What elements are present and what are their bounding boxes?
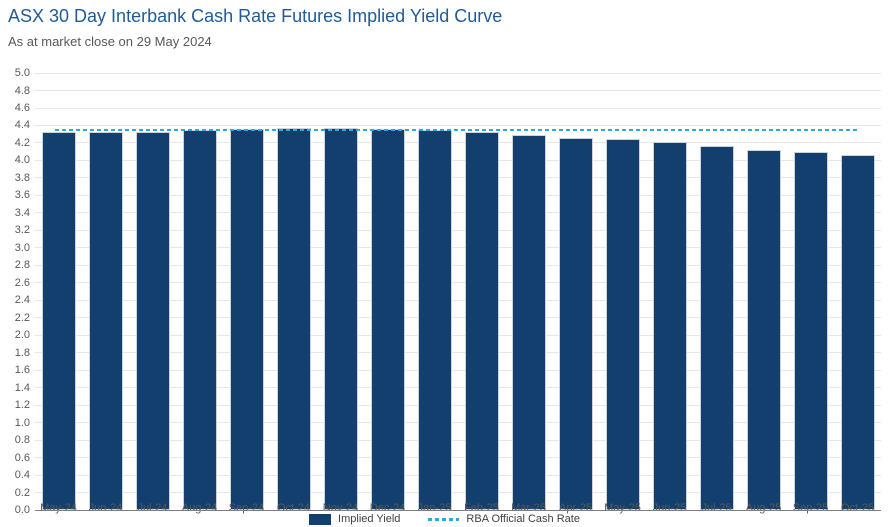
x-axis-tick-label: Jul-25 bbox=[701, 502, 732, 514]
x-axis-tick-label: Oct-24 bbox=[276, 502, 310, 514]
x-axis-line bbox=[35, 509, 881, 511]
legend: Implied Yield RBA Official Cash Rate bbox=[0, 513, 889, 525]
x-axis-tick-label: Feb-25 bbox=[464, 502, 499, 514]
bar-apr-25 bbox=[558, 138, 593, 510]
bar-aug-24 bbox=[182, 130, 217, 510]
x-axis-tick-label: Jun-24 bbox=[88, 502, 123, 514]
y-axis-tick-label: 0.2 bbox=[14, 486, 30, 499]
legend-label-rba-cash-rate: RBA Official Cash Rate bbox=[466, 513, 580, 525]
y-axis-tick-label: 2.6 bbox=[14, 276, 30, 289]
x-axis-tick-label: Jul-24 bbox=[137, 502, 168, 514]
gridline bbox=[35, 159, 881, 161]
gridline bbox=[35, 299, 881, 301]
bar-may-24 bbox=[41, 132, 76, 510]
gridline bbox=[35, 142, 881, 144]
x-axis-tick-label: Dec-24 bbox=[369, 502, 406, 514]
gridline bbox=[35, 369, 881, 371]
y-axis-tick-label: 4.6 bbox=[14, 102, 30, 114]
gridline bbox=[35, 282, 881, 284]
y-axis-tick-label: 0.0 bbox=[14, 504, 30, 516]
bar-nov-24 bbox=[323, 128, 358, 510]
y-axis-tick-label: 2.4 bbox=[14, 294, 30, 307]
y-axis-tick-label: 4.4 bbox=[14, 119, 30, 132]
y-axis-tick-label: 0.4 bbox=[14, 469, 30, 481]
legend-label-implied-yield: Implied Yield bbox=[338, 513, 401, 525]
x-axis-tick-label: Apr-25 bbox=[558, 502, 593, 514]
x-axis-tick-label: Oct-25 bbox=[840, 502, 874, 514]
y-axis-tick-label: 3.0 bbox=[14, 241, 30, 254]
chart-subtitle: As at market close on 29 May 2024 bbox=[8, 34, 212, 49]
rba-official-cash-rate-line bbox=[54, 128, 858, 131]
gridline bbox=[35, 474, 881, 476]
y-axis-tick-label: 5.0 bbox=[14, 67, 30, 79]
bar-feb-25 bbox=[464, 132, 499, 510]
y-axis-tick-label: 4.8 bbox=[14, 84, 30, 97]
bar-jun-24 bbox=[88, 132, 123, 510]
y-axis-tick-label: 3.6 bbox=[14, 189, 30, 202]
bar-jul-25 bbox=[699, 146, 734, 510]
x-axis-tick-label: Aug-24 bbox=[181, 502, 218, 514]
gridline bbox=[35, 404, 881, 406]
y-axis-tick-label: 0.6 bbox=[14, 451, 30, 464]
x-axis-tick-label: Sep-24 bbox=[228, 502, 265, 514]
bar-sep-25 bbox=[793, 152, 828, 510]
y-axis-tick-label: 3.8 bbox=[14, 171, 30, 184]
bar-mar-25 bbox=[511, 135, 546, 510]
gridline bbox=[35, 264, 881, 266]
gridline bbox=[35, 317, 881, 319]
gridline bbox=[35, 492, 881, 493]
rba-cash-rate-line-swatch bbox=[428, 517, 460, 521]
bar-may-25 bbox=[605, 139, 640, 510]
bar-sep-24 bbox=[229, 129, 264, 510]
bar-aug-25 bbox=[746, 150, 781, 510]
y-axis-tick-label: 1.8 bbox=[14, 346, 30, 359]
gridline bbox=[35, 124, 881, 126]
x-axis-tick-label: May-25 bbox=[604, 502, 641, 514]
bar-jun-25 bbox=[652, 142, 687, 510]
bar-dec-24 bbox=[370, 129, 405, 510]
y-axis-tick-label: 1.2 bbox=[14, 399, 30, 412]
x-axis-tick-label: Aug-25 bbox=[745, 502, 782, 514]
gridline bbox=[35, 72, 881, 74]
y-axis-tick-label: 4.0 bbox=[14, 154, 30, 167]
x-axis-tick-label: Nov-24 bbox=[322, 502, 359, 514]
x-axis-tick-label: May-24 bbox=[40, 502, 77, 514]
x-axis-tick-label: Sep-25 bbox=[792, 502, 829, 514]
gridline bbox=[35, 194, 881, 196]
implied-yield-swatch bbox=[309, 513, 332, 525]
gridline bbox=[35, 387, 881, 389]
bar-oct-25 bbox=[840, 155, 875, 510]
y-axis-tick-label: 1.0 bbox=[14, 416, 30, 429]
y-axis-tick-label: 2.2 bbox=[14, 311, 30, 324]
gridline bbox=[35, 457, 881, 459]
bar-jan-25 bbox=[417, 130, 452, 510]
gridline bbox=[35, 247, 881, 249]
x-axis-tick-label: Jun-25 bbox=[652, 502, 687, 514]
bar-jul-24 bbox=[135, 132, 170, 510]
chart-title: ASX 30 Day Interbank Cash Rate Futures I… bbox=[8, 6, 503, 26]
x-axis-tick-label: Jan-25 bbox=[417, 502, 452, 514]
bar-oct-24 bbox=[276, 128, 311, 510]
gridline bbox=[35, 107, 881, 109]
gridline bbox=[35, 229, 881, 231]
y-axis-tick-label: 1.4 bbox=[14, 381, 30, 394]
gridline bbox=[35, 90, 881, 91]
y-axis-tick-label: 2.8 bbox=[14, 259, 30, 272]
gridline bbox=[35, 177, 881, 179]
gridline bbox=[35, 439, 881, 441]
x-axis-tick-label: Mar-25 bbox=[511, 502, 546, 514]
y-axis-tick-label: 3.4 bbox=[14, 206, 30, 219]
gridline bbox=[35, 334, 881, 336]
y-axis-tick-label: 2.0 bbox=[14, 329, 30, 342]
y-axis-tick-label: 4.2 bbox=[14, 136, 30, 149]
y-axis-tick-label: 0.8 bbox=[14, 434, 30, 447]
gridline bbox=[35, 422, 881, 424]
gridline bbox=[35, 212, 881, 214]
gridline bbox=[35, 352, 881, 354]
y-axis-tick-label: 3.2 bbox=[14, 224, 30, 237]
y-axis-tick-label: 1.6 bbox=[14, 364, 30, 377]
